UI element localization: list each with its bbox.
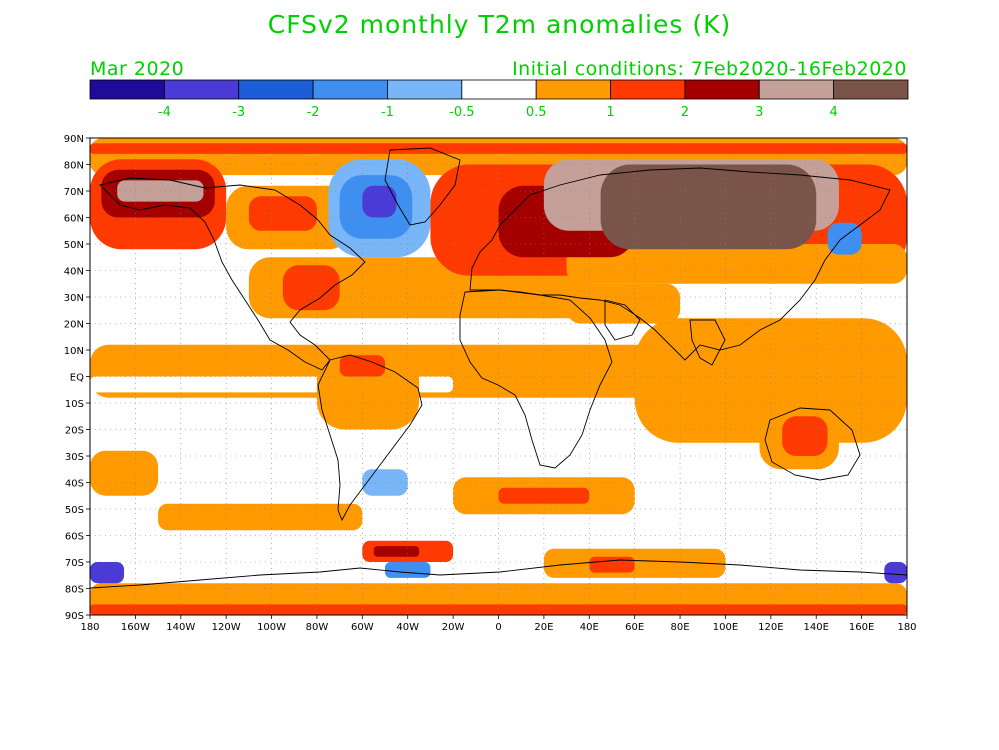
longitude-tick-label: 180 [80, 622, 99, 633]
longitude-tick-label: 160E [849, 622, 874, 633]
colorbar-tick-label: 2 [681, 105, 689, 120]
colorbar-tick-label: 4 [829, 105, 837, 120]
longitude-tick-label: 20W [442, 622, 465, 633]
coast-antarctica [90, 559, 907, 589]
anomaly-region [566, 283, 681, 324]
colorbar-bin [387, 79, 463, 100]
colorbar-bin [758, 79, 835, 100]
latitude-tick-label: 40N [64, 267, 84, 278]
latitude-tick-label: 80N [64, 161, 84, 172]
latitude-tick-label: 60N [64, 214, 84, 225]
anomaly-region [589, 556, 635, 573]
colorbar-labels: -4 -3 -2 -1 -0.5 0.5 1 2 3 4 [158, 105, 838, 120]
anomaly-region [634, 318, 907, 443]
colorbar-bin [833, 79, 909, 100]
anomaly-region [90, 604, 907, 615]
latitude-tick-label: 50S [65, 505, 84, 516]
map-gridlines [90, 138, 907, 615]
longitude-tick-label: 40E [580, 622, 599, 633]
longitude-tick-label: 20E [534, 622, 553, 633]
coast-south-america [317, 354, 423, 522]
latitude-tick-label: 90N [64, 134, 84, 145]
colorbar-tick-label: -2 [307, 105, 320, 120]
longitude-tick-label: 100E [713, 622, 738, 633]
colorbar-bin [89, 79, 165, 100]
coast-india [689, 319, 726, 366]
coast-arabia [604, 299, 641, 341]
latitude-tick-label: 60S [65, 532, 84, 543]
latitude-tick-label: 30N [64, 293, 84, 304]
anomaly-region [373, 546, 420, 557]
longitude-tick-label: 100W [257, 622, 286, 633]
latitude-tick-label: 20N [64, 320, 84, 331]
colorbar-tick-label: 0.5 [526, 105, 547, 120]
colorbar-tick-label: 1 [606, 105, 614, 120]
colorbar-tick-label: -3 [232, 105, 245, 120]
colorbar-bin [238, 79, 314, 100]
anomaly-region [498, 487, 590, 504]
latitude-tick-label: 30S [65, 452, 84, 463]
colorbar-bin [684, 79, 760, 100]
anomaly-region [339, 355, 386, 377]
longitude-tick-label: 80E [671, 622, 690, 633]
longitude-tick-label: 140E [804, 622, 829, 633]
latitude-tick-label: 70N [64, 187, 84, 198]
anomaly-region [282, 265, 340, 311]
latitude-tick-label: 10N [64, 346, 84, 357]
latitude-tick-label: 50N [64, 240, 84, 251]
latitude-tick-label: 70S [65, 558, 84, 569]
latitude-tick-label: 40S [65, 479, 84, 490]
anomaly-region [90, 450, 159, 496]
longitude-tick-label: 120E [758, 622, 783, 633]
coast-greenland [384, 147, 461, 226]
colorbar-bin [535, 79, 611, 100]
map-title: CFSv2 monthly T2m anomalies (K) [267, 10, 732, 39]
anomaly-region [158, 503, 363, 531]
anomaly-region [566, 244, 907, 284]
latitude-tick-label: 80S [65, 585, 84, 596]
coast-africa [459, 289, 613, 469]
coastlines [90, 147, 907, 589]
longitude-tick-label: 160W [121, 622, 150, 633]
longitude-tick-label: 140W [166, 622, 195, 633]
colorbar-bin [163, 79, 240, 100]
latitude-tick-label: 20S [65, 426, 84, 437]
latitude-labels: 90N 80N 70N 60N 50N 40N 30N 20N 10N EQ 10S 20S 30S 40… [64, 134, 90, 622]
colorbar-bin [312, 79, 388, 100]
anomaly-region [248, 196, 317, 231]
latitude-tick-label: EQ [70, 373, 84, 384]
anomaly-region [827, 222, 862, 255]
forecast-month: Mar 2020 [90, 58, 185, 80]
longitude-labels: 180 160W 140W 120W 100W 80W 60W 40W 20W 0 20E 40E 60… [80, 615, 917, 633]
colorbar-tick-label: 3 [755, 105, 763, 120]
coast-eurasia [469, 167, 891, 361]
colorbar-tick-label: -4 [158, 105, 171, 120]
anomaly-region [362, 185, 397, 218]
coast-north-america [99, 177, 366, 371]
latitude-tick-label: 10S [65, 399, 84, 410]
longitude-tick-label: 60E [625, 622, 644, 633]
longitude-tick-label: 180 [897, 622, 916, 633]
coast-australia [764, 407, 861, 481]
colorbar [89, 79, 909, 100]
longitude-tick-label: 40W [396, 622, 419, 633]
longitude-tick-label: 0 [495, 622, 501, 633]
latitude-tick-label: 90S [65, 611, 84, 622]
anomaly-region [385, 562, 431, 578]
longitude-tick-label: 60W [351, 622, 374, 633]
anomaly-region [884, 562, 907, 584]
longitude-tick-label: 120W [212, 622, 241, 633]
longitude-tick-label: 80W [306, 622, 329, 633]
initial-conditions: Initial conditions: 7Feb2020-16Feb2020 [512, 58, 907, 80]
colorbar-tick-label: -0.5 [449, 105, 474, 120]
colorbar-bin [461, 79, 537, 100]
colorbar-bin [610, 79, 686, 100]
anomaly-region [600, 164, 817, 250]
colorbar-tick-label: -1 [381, 105, 394, 120]
anomaly-region [782, 416, 828, 456]
anomaly-region [90, 562, 125, 584]
